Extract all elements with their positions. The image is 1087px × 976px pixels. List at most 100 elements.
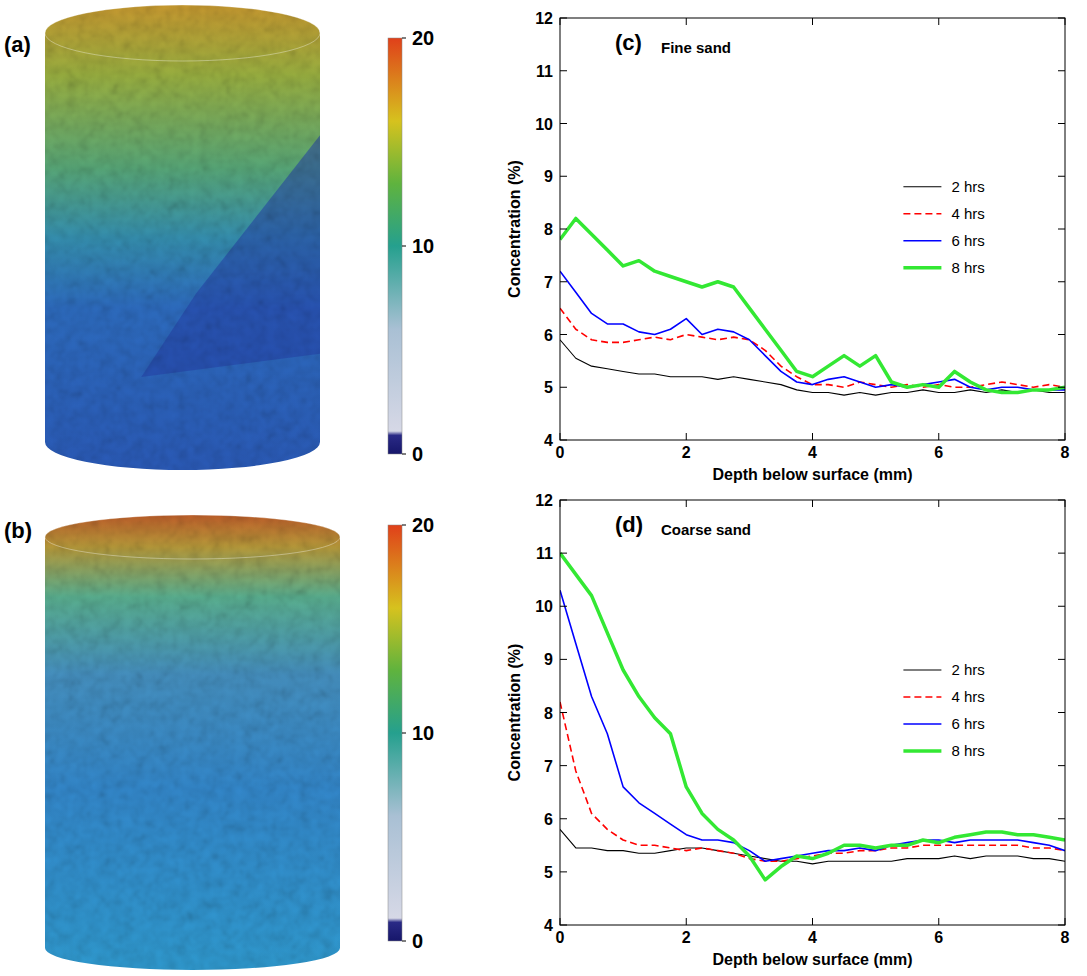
legend-swatch [903,240,941,242]
x-tick [686,918,687,925]
legend-swatch [903,696,941,698]
y-tick-label: 7 [544,274,553,291]
volume-panel: (b)01020 [4,514,434,970]
x-tick-label: 0 [556,929,565,946]
x-tick [938,500,939,507]
x-tick [1065,918,1066,925]
x-tick [560,500,561,507]
colorbar-tick [402,941,406,942]
x-tick [938,18,939,25]
x-tick [1065,18,1066,25]
y-tick [560,606,567,607]
x-tick [812,18,813,25]
colorbar [388,38,402,454]
cylinder-body [45,515,340,970]
y-tick [1058,818,1065,819]
y-tick-label: 10 [535,116,553,133]
legend: 2 hrs4 hrs6 hrs8 hrs [903,178,984,276]
y-tick [560,553,567,554]
y-tick [1058,440,1065,441]
y-tick [560,18,567,19]
series-line [560,218,1065,392]
legend-label: 6 hrs [951,715,984,732]
legend-swatch [903,669,941,670]
x-tick [1065,433,1066,440]
y-tick [560,500,567,501]
legend-swatch [903,749,941,753]
y-tick [560,334,567,335]
y-tick-label: 6 [544,811,553,828]
colorbar-tick-label: 20 [412,27,434,49]
x-tick-label: 8 [1061,444,1070,461]
figure: (a)01020(b)0102002468456789101112Depth b… [0,0,1087,976]
legend-label: 4 hrs [951,205,984,222]
x-axis-title: Depth below surface (mm) [712,466,912,483]
y-tick-label: 5 [544,864,553,881]
y-tick-label: 9 [544,168,553,185]
panel-label: (d) [615,512,643,537]
cylinder-body [45,5,320,470]
y-tick [560,70,567,71]
series-line [560,340,1065,395]
y-tick [1058,871,1065,872]
y-tick [560,925,567,926]
y-tick-label: 12 [535,492,553,509]
x-tick [812,433,813,440]
y-tick [1058,925,1065,926]
volume-panel: (a)01020 [4,5,434,470]
legend: 2 hrs 4 hrs 6 hrs 8 hrs [903,661,984,759]
y-tick [560,765,567,766]
y-tick [560,871,567,872]
x-tick-label: 6 [934,929,943,946]
colorbar-tick [402,38,406,39]
chart-title: Fine sand [661,39,731,56]
series-group [560,218,1065,395]
legend-label: 4 hrs [951,688,984,705]
y-tick [1058,281,1065,282]
x-tick-label: 6 [934,444,943,461]
legend-label: 2 hrs [951,661,984,678]
y-axis-title: Concentration (%) [506,644,523,782]
x-tick [938,918,939,925]
y-tick-label: 10 [535,598,553,615]
y-tick [560,818,567,819]
y-axis-title: Concentration (%) [506,160,523,298]
y-tick-label: 8 [544,705,553,722]
colorbar-tick-label: 10 [412,235,434,257]
x-tick [686,500,687,507]
y-tick [560,281,567,282]
y-tick [1058,123,1065,124]
y-tick [560,123,567,124]
legend-swatch [903,186,941,187]
y-tick-label: 4 [544,917,553,934]
series-line [560,553,1065,880]
colorbar-tick [402,733,406,734]
y-tick [1058,553,1065,554]
colorbar-tick-label: 0 [412,930,423,952]
y-tick [560,176,567,177]
x-tick-label: 8 [1061,929,1070,946]
series-line [560,590,1065,861]
x-tick [560,18,561,25]
y-tick-label: 11 [536,63,553,80]
y-tick-label: 8 [544,221,553,238]
y-tick [1058,334,1065,335]
y-tick [560,712,567,713]
y-tick-label: 6 [544,327,553,344]
panel-label: (a) [4,32,31,57]
x-tick-label: 2 [682,929,691,946]
y-tick [1058,606,1065,607]
plot-area [560,500,1065,925]
y-tick [1058,70,1065,71]
cylinder [45,5,320,470]
panel-label: (b) [4,518,32,543]
y-tick-label: 9 [544,651,553,668]
x-tick [938,433,939,440]
cylinder-top [45,5,320,61]
y-tick [1058,765,1065,766]
legend-label: 8 hrs [951,742,984,759]
plot-area [560,18,1065,440]
x-tick [560,433,561,440]
x-tick-label: 4 [808,444,817,461]
series-line [560,702,1065,861]
